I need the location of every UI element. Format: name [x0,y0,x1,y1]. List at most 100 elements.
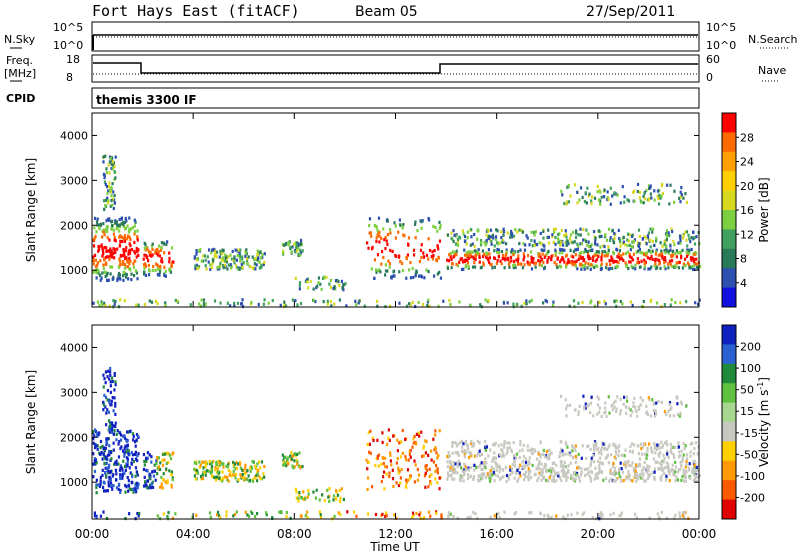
power-cell [691,264,694,269]
power-cell [246,257,249,261]
power-cell [106,191,109,196]
power-cell [565,253,568,257]
power-cell [509,235,512,239]
velocity-cell [504,465,507,470]
power-cell [546,235,549,240]
velocity-cell [171,478,174,482]
velocity-cell [166,515,169,519]
power-cell [218,255,221,259]
velocity-cell [452,514,455,519]
power-cell [511,248,514,252]
power-cell [115,223,119,227]
power-cell [106,217,110,221]
power-cell [637,260,641,264]
velocity-cell [695,465,698,470]
velocity-cell [249,510,253,514]
velocity-cell [258,475,261,479]
velocity-cell [96,444,99,448]
velocity-cell [649,414,652,418]
velocity-cell [238,460,242,465]
velocity-cell [636,414,639,418]
velocity-cell [318,510,321,514]
power-cell [144,262,147,266]
power-cell [636,249,640,253]
power-cell [651,227,655,231]
velocity-cell [676,412,679,417]
velocity-cell [119,476,122,481]
velocity-cell [693,463,696,468]
velocity-cell [513,476,516,480]
power-cell [624,251,628,256]
power-cell [603,188,606,192]
velocity-cell [136,434,140,438]
velocity-cell [684,465,688,469]
velocity-cell [113,371,116,376]
power-cell [219,252,222,256]
power-cell [384,263,387,267]
power-cell [510,250,513,254]
power-cell [492,236,495,240]
velocity-cell [262,472,265,476]
velocity-cell [148,483,152,487]
power-cell [215,255,218,259]
velocity-cell [215,460,218,465]
power-colorbar-tick-label: 4 [740,277,747,290]
velocity-cell [665,478,668,482]
velocity-cell [601,445,604,449]
velocity-cell [248,514,251,518]
velocity-cell [148,473,151,477]
power-cell [142,263,146,267]
power-cell [216,265,219,270]
velocity-cell [134,487,137,491]
power-cell [561,193,564,197]
velocity-cell [160,482,163,486]
power-cell [485,242,488,246]
power-cell [101,235,104,239]
power-cell [574,264,578,268]
power-cell [460,267,464,272]
velocity-cell [285,510,288,515]
velocity-cell [413,480,417,484]
power-cell [617,255,620,259]
power-cell [642,201,645,205]
velocity-cell [468,452,472,456]
power-cell [497,248,501,252]
velocity-cell [247,474,250,478]
power-cell [176,299,179,303]
velocity-cell [647,472,650,477]
velocity-cell [407,458,410,462]
power-cell [293,242,296,246]
power-cell [368,217,372,221]
power-cell [609,236,612,240]
power-cell [594,241,597,245]
velocity-cell [446,471,450,475]
power-cell [686,252,690,257]
power-cell [476,237,479,241]
velocity-cell [626,399,629,403]
power-cell [478,252,481,256]
velocity-cell [112,424,115,428]
power-ytick-label: 3000 [60,174,88,187]
velocity-cell [611,408,615,412]
power-cell [560,228,563,232]
velocity-cell [216,470,219,474]
velocity-cell [677,455,680,459]
velocity-cell [651,398,654,402]
velocity-cell [390,463,393,467]
power-cell [599,230,602,234]
velocity-cell [110,399,113,403]
power-cell [607,267,610,271]
velocity-cell [164,452,167,456]
power-colorbar-tick-label: 12 [740,228,754,241]
power-cell [650,254,653,259]
velocity-cell [653,414,656,418]
velocity-cell [515,456,518,460]
velocity-cell [593,477,596,481]
velocity-cell [121,468,124,472]
velocity-cell [513,456,516,460]
power-cell [118,225,122,229]
power-cell [420,275,424,279]
velocity-cell [144,456,148,460]
power-cell [539,231,542,236]
velocity-cell [596,476,599,480]
